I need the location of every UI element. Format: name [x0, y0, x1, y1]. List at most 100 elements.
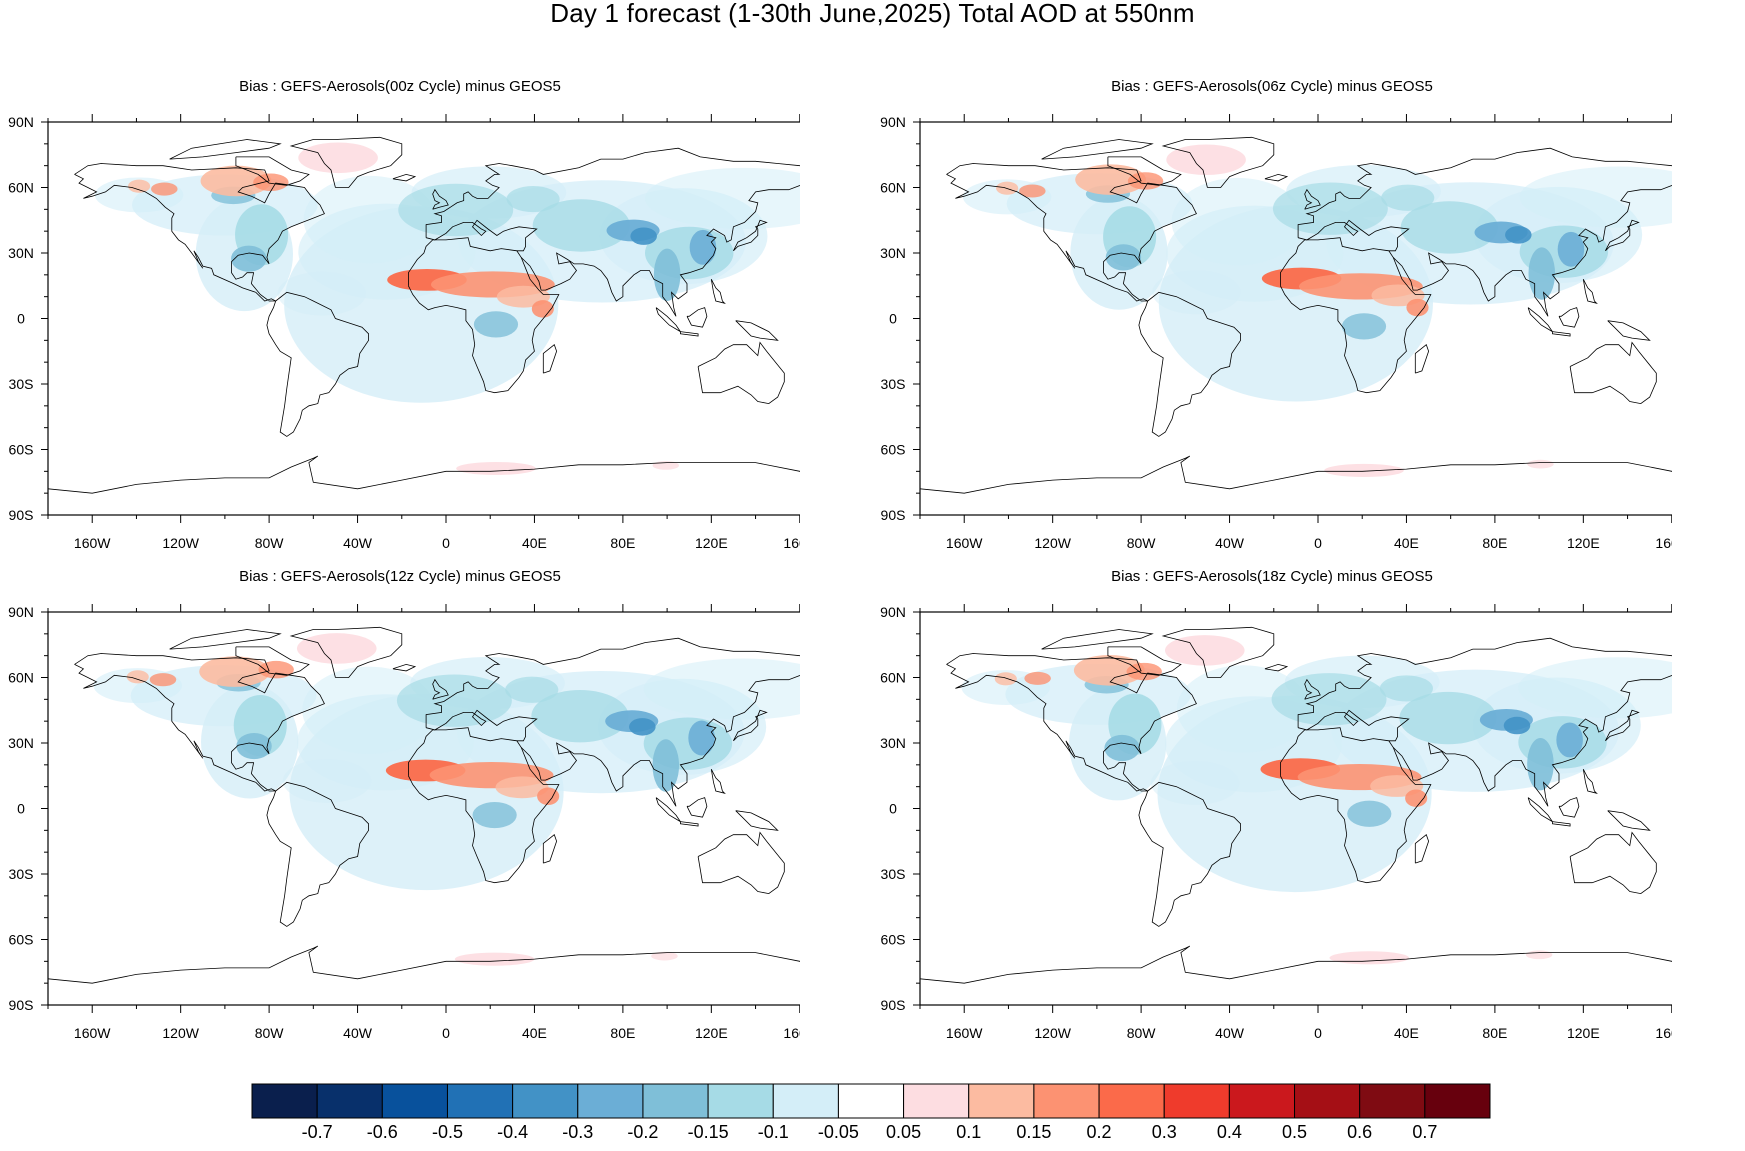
bias-patch: [1399, 691, 1497, 745]
lat-tick-label: 30S: [9, 866, 34, 882]
colorbar-label: -0.5: [432, 1122, 463, 1142]
lon-tick-label: 40E: [1394, 1025, 1419, 1041]
lat-tick-label: 60N: [880, 180, 906, 196]
coastline: [1605, 709, 1640, 742]
coastline: [1607, 810, 1651, 831]
map-panel-00z: Bias : GEFS-Aerosols(00z Cycle) minus GE…: [0, 78, 800, 558]
map-panel-12z: Bias : GEFS-Aerosols(12z Cycle) minus GE…: [0, 568, 800, 1048]
bias-patch: [126, 670, 149, 684]
lat-tick-label: 0: [17, 801, 25, 817]
coastline: [392, 663, 417, 672]
lat-tick-label: 90N: [8, 114, 34, 130]
panel-title: Bias : GEFS-Aerosols(12z Cycle) minus GE…: [239, 568, 561, 585]
bias-patch: [630, 227, 657, 245]
lat-tick-label: 90S: [9, 507, 34, 523]
coastline: [1161, 136, 1275, 188]
bias-patch: [1176, 665, 1310, 753]
lon-tick-label: 160E: [783, 1025, 800, 1041]
lat-tick-label: 0: [17, 311, 25, 327]
bias-patch: [473, 311, 519, 338]
coastline: [735, 320, 779, 341]
bias-patch: [1271, 673, 1387, 726]
bias-patch: [1519, 166, 1672, 228]
bias-patch: [302, 666, 435, 754]
coastline: [520, 675, 800, 807]
coastline: [946, 163, 1197, 302]
coastlines: [920, 626, 1672, 984]
bias-patch: [994, 672, 1017, 686]
map-svg: 90N 60N 30N 0 30S 60S 90S 160W 120W 80W 40W 0 40E 80E…: [880, 604, 1672, 1041]
coastline: [1414, 344, 1430, 374]
lon-tick-label: 40W: [343, 1025, 373, 1041]
colorbar-label: 0.05: [886, 1122, 921, 1142]
coastline: [946, 653, 1197, 792]
lat-tick-label: 30N: [8, 735, 34, 751]
coastline: [1558, 307, 1580, 328]
bias-patch: [298, 142, 378, 174]
bias-patch: [1503, 716, 1531, 735]
coastline: [1558, 797, 1580, 818]
bias-patch: [643, 658, 800, 720]
bias-patch: [396, 674, 512, 727]
coastline: [520, 185, 800, 317]
bias-patch: [652, 739, 680, 792]
coastline: [266, 781, 369, 927]
coastlines: [920, 136, 1672, 494]
coastline: [733, 219, 768, 252]
bias-patch: [1171, 177, 1305, 266]
colorbar-swatch: [1359, 1083, 1426, 1119]
lon-tick-label: 80W: [255, 1025, 285, 1041]
lon-tick-label: 0: [1314, 535, 1322, 551]
lat-tick-label: 60N: [8, 180, 34, 196]
colorbar-label: -0.3: [562, 1122, 593, 1142]
lon-tick-label: 80E: [1482, 535, 1507, 551]
lat-tick-label: 30N: [880, 245, 906, 261]
bias-patch: [282, 759, 372, 803]
coastline: [235, 646, 310, 676]
colorbar-swatch: [1424, 1083, 1491, 1119]
bias-patch: [1557, 231, 1585, 267]
panel-title: Bias : GEFS-Aerosols(18z Cycle) minus GE…: [1111, 568, 1433, 585]
coastline: [1392, 185, 1672, 317]
coastline: [425, 637, 800, 728]
coastline: [1582, 769, 1598, 794]
lon-tick-label: 40E: [1394, 535, 1419, 551]
lat-tick-label: 90N: [8, 604, 34, 620]
bias-patch: [532, 199, 630, 252]
lon-tick-label: 160W: [946, 1025, 983, 1041]
coastline: [920, 455, 1672, 494]
lon-tick-label: 80W: [1127, 535, 1157, 551]
colorbar-swatch: [642, 1083, 709, 1119]
lon-tick-label: 160W: [946, 535, 983, 551]
panel-title: Bias : GEFS-Aerosols(00z Cycle) minus GE…: [239, 78, 561, 95]
bias-patch: [653, 248, 681, 302]
lon-tick-label: 40W: [1215, 1025, 1245, 1041]
coastline: [1107, 646, 1182, 676]
bias-patch: [1126, 662, 1162, 681]
coastline: [710, 769, 726, 794]
lon-tick-label: 120W: [1034, 535, 1071, 551]
lon-tick-label: 120E: [1567, 1025, 1600, 1041]
coastline: [1527, 797, 1553, 822]
colorbar-label: 0.3: [1152, 1122, 1177, 1142]
lon-tick-label: 120W: [162, 1025, 199, 1041]
bias-patch: [1347, 800, 1392, 827]
bias-patch: [1075, 164, 1146, 195]
colorbar-swatch: [251, 1083, 318, 1119]
lat-tick-label: 60S: [881, 442, 906, 458]
bias-patch: [1324, 463, 1404, 478]
coastline: [408, 237, 560, 394]
lon-tick-label: 40W: [343, 535, 373, 551]
colorbar-label: -0.7: [302, 1122, 333, 1142]
lat-tick-label: 60S: [9, 932, 34, 948]
coastline: [1414, 834, 1430, 864]
bias-patch: [1525, 950, 1553, 960]
colorbar-label: 0.2: [1087, 1122, 1112, 1142]
bias-patch: [1518, 657, 1672, 719]
bias-patch: [231, 245, 267, 272]
map-svg: 90N 60N 30N 0 30S 60S 90S 160W 120W 80W 40W 0 40E 80E…: [880, 114, 1672, 551]
colorbar-swatch: [1033, 1083, 1100, 1119]
bias-patch: [1527, 459, 1554, 469]
bias-patch: [199, 656, 270, 687]
bias-patch: [303, 175, 437, 264]
